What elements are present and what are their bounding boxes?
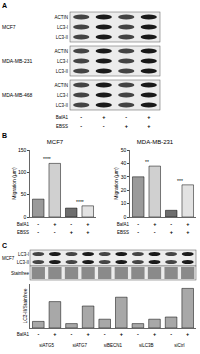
svg-text:LC3-I: LC3-I bbox=[18, 252, 29, 257]
svg-text:-: - bbox=[71, 331, 73, 337]
svg-text:-: - bbox=[170, 331, 172, 337]
svg-text:LC3-II: LC3-II bbox=[56, 69, 68, 74]
svg-text:-: - bbox=[137, 229, 139, 235]
svg-text:-: - bbox=[80, 114, 82, 120]
svg-text:****: **** bbox=[43, 156, 51, 162]
svg-text:10: 10 bbox=[121, 200, 127, 206]
svg-text:-: - bbox=[104, 331, 106, 337]
svg-text:-: - bbox=[54, 229, 56, 235]
svg-text:+: + bbox=[147, 123, 150, 129]
svg-text:C: C bbox=[2, 242, 7, 249]
svg-text:+: + bbox=[102, 114, 105, 120]
svg-text:-: - bbox=[125, 114, 127, 120]
svg-text:-: - bbox=[37, 221, 39, 227]
svg-text:BafA1: BafA1 bbox=[56, 115, 69, 120]
svg-text:+: + bbox=[186, 331, 189, 337]
svg-text:BafA1: BafA1 bbox=[17, 222, 30, 227]
svg-text:Migration (µm): Migration (µm) bbox=[113, 167, 119, 200]
svg-text:+: + bbox=[53, 331, 56, 337]
svg-text:MDA-MB-468: MDA-MB-468 bbox=[2, 92, 33, 98]
svg-text:MDA-MB-231: MDA-MB-231 bbox=[2, 58, 33, 64]
svg-text:siLC3B: siLC3B bbox=[139, 343, 154, 348]
svg-text:ACTIN: ACTIN bbox=[55, 83, 69, 88]
svg-text:0: 0 bbox=[24, 214, 27, 220]
svg-text:+: + bbox=[125, 123, 128, 129]
svg-text:EBSS: EBSS bbox=[117, 230, 129, 235]
svg-text:LC3-II: LC3-II bbox=[56, 35, 68, 40]
svg-text:-: - bbox=[137, 331, 139, 337]
svg-text:+: + bbox=[86, 331, 89, 337]
svg-text:LC3-I: LC3-I bbox=[57, 59, 68, 64]
svg-text:+: + bbox=[186, 229, 189, 235]
svg-text:-: - bbox=[170, 221, 172, 227]
svg-text:**: ** bbox=[145, 159, 149, 165]
svg-text:ACTIN: ACTIN bbox=[55, 15, 69, 20]
svg-text:-: - bbox=[37, 229, 39, 235]
svg-text:+: + bbox=[147, 114, 150, 120]
svg-text:30: 30 bbox=[121, 174, 127, 180]
svg-text:Migration (µm): Migration (µm) bbox=[11, 167, 17, 200]
svg-text:-: - bbox=[70, 221, 72, 227]
svg-text:***: *** bbox=[177, 178, 183, 184]
svg-text:+: + bbox=[153, 331, 156, 337]
svg-text:20: 20 bbox=[121, 187, 127, 193]
svg-text:LC3-I: LC3-I bbox=[57, 25, 68, 30]
svg-text:EBSS: EBSS bbox=[17, 230, 29, 235]
svg-text:100: 100 bbox=[18, 169, 27, 175]
svg-text:50: 50 bbox=[121, 147, 127, 153]
svg-text:siBECN1: siBECN1 bbox=[104, 343, 123, 348]
svg-text:+: + bbox=[170, 229, 173, 235]
svg-text:MCF7: MCF7 bbox=[47, 139, 64, 145]
svg-text:ACTIN: ACTIN bbox=[55, 49, 69, 54]
svg-text:LC3-II/Stainfree: LC3-II/Stainfree bbox=[22, 288, 28, 323]
svg-text:MCF7: MCF7 bbox=[2, 256, 15, 261]
svg-text:BafA1: BafA1 bbox=[117, 222, 130, 227]
svg-text:MDA-MB-231: MDA-MB-231 bbox=[137, 139, 174, 145]
svg-text:Stainfree: Stainfree bbox=[11, 271, 30, 276]
svg-text:LC3-II: LC3-II bbox=[17, 260, 29, 265]
svg-text:-: - bbox=[103, 123, 105, 129]
svg-text:B: B bbox=[2, 132, 7, 139]
svg-text:+: + bbox=[186, 221, 189, 227]
svg-text:MCF7: MCF7 bbox=[2, 24, 16, 30]
svg-text:-: - bbox=[137, 221, 139, 227]
svg-text:-: - bbox=[154, 229, 156, 235]
svg-text:BafA1: BafA1 bbox=[17, 332, 30, 337]
svg-text:+: + bbox=[53, 221, 56, 227]
svg-text:siCtrl: siCtrl bbox=[174, 343, 184, 348]
svg-text:-: - bbox=[37, 331, 39, 337]
svg-text:EBSS: EBSS bbox=[56, 124, 68, 129]
svg-text:-: - bbox=[80, 123, 82, 129]
svg-text:50: 50 bbox=[21, 191, 27, 197]
svg-text:LC3-II: LC3-II bbox=[56, 103, 68, 108]
svg-text:40: 40 bbox=[121, 160, 127, 166]
svg-text:0: 0 bbox=[124, 214, 127, 220]
svg-text:+: + bbox=[86, 229, 89, 235]
svg-text:siATG5: siATG5 bbox=[39, 343, 54, 348]
svg-text:+: + bbox=[153, 221, 156, 227]
svg-text:+: + bbox=[86, 221, 89, 227]
svg-text:+: + bbox=[120, 331, 123, 337]
svg-text:150: 150 bbox=[18, 147, 27, 153]
svg-text:LC3-I: LC3-I bbox=[57, 93, 68, 98]
svg-text:A: A bbox=[2, 2, 7, 9]
svg-text:+: + bbox=[70, 229, 73, 235]
svg-text:siATG7: siATG7 bbox=[72, 343, 87, 348]
svg-text:****: **** bbox=[76, 199, 84, 205]
